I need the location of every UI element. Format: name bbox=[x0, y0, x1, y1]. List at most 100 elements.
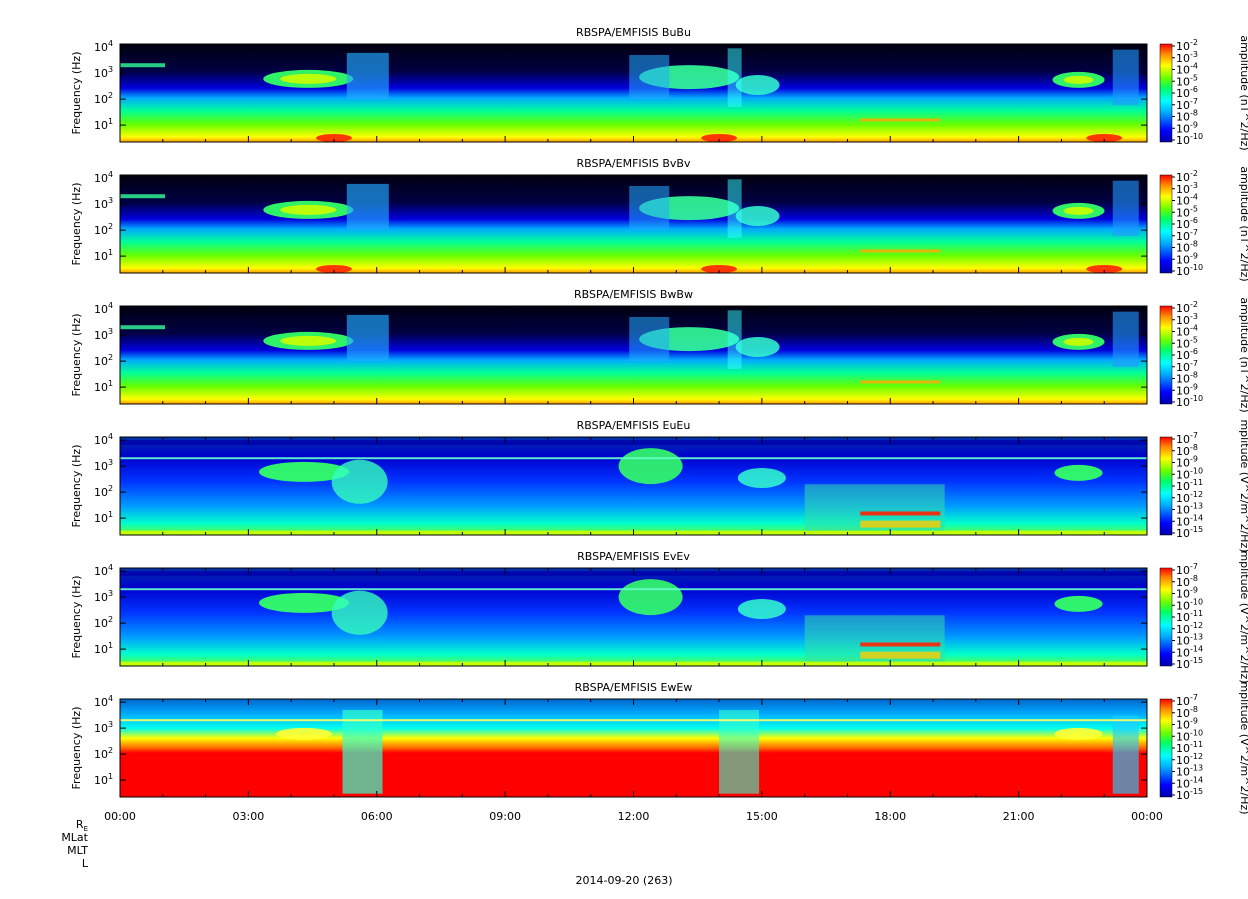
spectral-band bbox=[860, 520, 941, 528]
colorbar-tick-label: 10-2 bbox=[1176, 300, 1198, 315]
ephemeris-label: RE bbox=[75, 818, 88, 834]
spectral-feature bbox=[1054, 727, 1103, 740]
colorbar-tick-label: 10-10 bbox=[1176, 263, 1203, 278]
colorbar-tick-label: 10-13 bbox=[1176, 502, 1203, 517]
colorbar-tick-label: 10-9 bbox=[1176, 382, 1198, 397]
colorbar-label: amplitude (nT^2/Hz) bbox=[1238, 297, 1248, 412]
spectrogram-image bbox=[120, 44, 1147, 142]
spectral-band bbox=[860, 511, 941, 516]
spectral-band bbox=[629, 316, 670, 362]
x-tick-label: 09:00 bbox=[489, 810, 521, 823]
y-axis-label: Frequency (Hz) bbox=[70, 445, 83, 528]
colorbar-tick-label: 10-5 bbox=[1176, 73, 1198, 88]
colorbar bbox=[1159, 174, 1173, 274]
colorbar-tick-label: 10-15 bbox=[1176, 656, 1203, 671]
spectral-band bbox=[120, 63, 165, 68]
colorbar-tick-label: 10-12 bbox=[1176, 621, 1203, 636]
y-tick-label: 101 bbox=[94, 510, 113, 525]
colorbar-tick-label: 10-9 bbox=[1176, 251, 1198, 266]
spectral-band bbox=[860, 118, 941, 122]
y-tick-label: 103 bbox=[94, 327, 113, 342]
x-tick-label: 12:00 bbox=[618, 810, 650, 823]
y-tick-label: 101 bbox=[94, 641, 113, 656]
colorbar-tick-label: 10-5 bbox=[1176, 335, 1198, 350]
spectral-band bbox=[346, 52, 389, 100]
spectral-band bbox=[727, 179, 742, 238]
panel-title: RBSPA/EMFISIS EuEu bbox=[577, 419, 691, 432]
colorbar-tick-label: 10-7 bbox=[1176, 562, 1198, 577]
x-tick-label: 18:00 bbox=[874, 810, 906, 823]
spectrogram-background bbox=[120, 699, 1147, 797]
spectral-feature bbox=[331, 590, 388, 635]
y-tick-label: 101 bbox=[94, 379, 113, 394]
y-axis-label: Frequency (Hz) bbox=[70, 314, 83, 397]
spectral-band bbox=[342, 709, 383, 794]
spectral-band bbox=[120, 457, 1147, 460]
spectral-feature bbox=[735, 74, 780, 95]
colorbar-label: mplitude (V^2/m^2/Hz) bbox=[1238, 550, 1248, 683]
spectral-feature bbox=[701, 134, 738, 142]
colorbar-label: mplitude (V^2/m^2/Hz) bbox=[1238, 681, 1248, 814]
y-tick-label: 102 bbox=[94, 746, 113, 761]
spectral-band bbox=[1112, 180, 1139, 236]
x-tick-label: 00:00 bbox=[1131, 810, 1163, 823]
spectral-band bbox=[120, 194, 165, 199]
spectral-band bbox=[860, 380, 941, 384]
spectral-feature bbox=[1063, 337, 1094, 346]
spectral-feature bbox=[737, 598, 786, 619]
colorbar-tick-label: 10-10 bbox=[1176, 597, 1203, 612]
spectral-feature bbox=[315, 265, 352, 273]
colorbar bbox=[1159, 436, 1173, 536]
y-tick-label: 103 bbox=[94, 458, 113, 473]
spectral-band bbox=[860, 249, 941, 253]
y-tick-label: 102 bbox=[94, 222, 113, 237]
spectral-band bbox=[1112, 311, 1139, 367]
colorbar-tick-label: 10-4 bbox=[1176, 193, 1198, 208]
spectral-band bbox=[346, 314, 389, 362]
colorbar-tick-label: 10-6 bbox=[1176, 347, 1198, 362]
colorbar-tick-label: 10-14 bbox=[1176, 775, 1203, 790]
spectral-feature bbox=[618, 579, 683, 616]
spectral-feature bbox=[737, 467, 786, 488]
y-tick-label: 104 bbox=[94, 170, 113, 185]
panel-title: RBSPA/EMFISIS EwEw bbox=[575, 681, 693, 694]
spectral-feature bbox=[618, 448, 683, 485]
colorbar-tick-label: 10-8 bbox=[1176, 240, 1198, 255]
colorbar-label: mplitude (V^2/m^2/Hz) bbox=[1238, 419, 1248, 552]
colorbar-tick-label: 10-3 bbox=[1176, 50, 1198, 65]
spectral-band bbox=[629, 54, 670, 100]
spectral-feature bbox=[1086, 134, 1123, 142]
spectral-feature bbox=[735, 336, 780, 357]
colorbar-tick-label: 10-7 bbox=[1176, 97, 1198, 112]
colorbar-tick-label: 10-10 bbox=[1176, 466, 1203, 481]
colorbar-tick-label: 10-4 bbox=[1176, 324, 1198, 339]
spectrogram-image bbox=[120, 306, 1147, 404]
colorbar-tick-label: 10-14 bbox=[1176, 513, 1203, 528]
spectral-feature bbox=[701, 265, 738, 273]
colorbar-tick-label: 10-13 bbox=[1176, 764, 1203, 779]
spectral-band bbox=[1112, 715, 1139, 794]
ephemeris-label: MLT bbox=[67, 844, 88, 857]
spectrogram-panel: RBSPA/EMFISIS BuBu 101 102 103 104 Frequency … bbox=[70, 26, 1248, 151]
spectral-feature bbox=[331, 459, 388, 504]
colorbar-tick-label: 10-15 bbox=[1176, 787, 1203, 802]
x-tick-label: 03:00 bbox=[233, 810, 265, 823]
spectral-band bbox=[727, 310, 742, 369]
y-tick-label: 101 bbox=[94, 117, 113, 132]
y-tick-label: 103 bbox=[94, 589, 113, 604]
colorbar-tick-label: 10-11 bbox=[1176, 740, 1203, 755]
spectrogram-image bbox=[120, 175, 1147, 273]
colorbar-label: amplitude (nT^2/Hz) bbox=[1238, 35, 1248, 150]
colorbar-tick-label: 10-13 bbox=[1176, 633, 1203, 648]
colorbar-tick-label: 10-9 bbox=[1176, 120, 1198, 135]
colorbar-tick-label: 10-8 bbox=[1176, 443, 1198, 458]
colorbar-tick-label: 10-11 bbox=[1176, 478, 1203, 493]
colorbar-tick-label: 10-3 bbox=[1176, 312, 1198, 327]
y-tick-label: 104 bbox=[94, 301, 113, 316]
colorbar-tick-label: 10-9 bbox=[1176, 455, 1198, 470]
spectral-feature bbox=[259, 461, 350, 482]
spectral-band bbox=[346, 183, 389, 231]
colorbar-tick-label: 10-2 bbox=[1176, 169, 1198, 184]
spectrogram-image bbox=[120, 437, 1147, 535]
spectral-band bbox=[120, 719, 1147, 722]
